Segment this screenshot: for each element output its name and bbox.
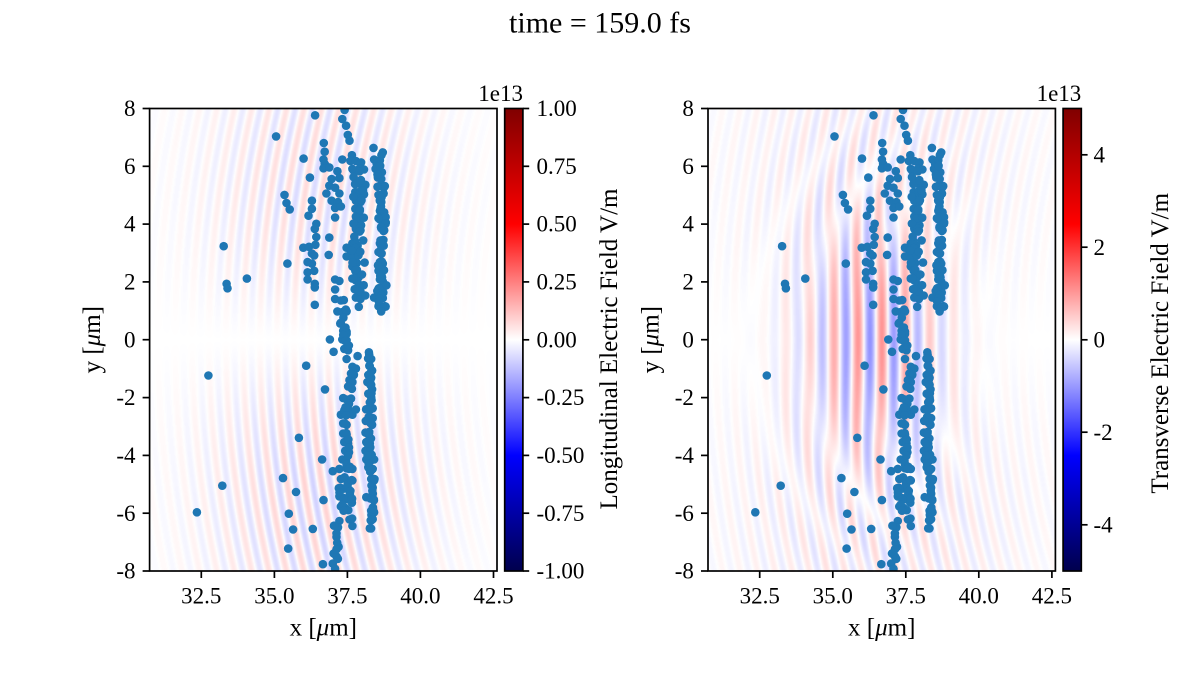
svg-text:0.00: 0.00 — [537, 327, 577, 352]
svg-text:-4: -4 — [1094, 512, 1114, 537]
svg-text:1e13: 1e13 — [1037, 81, 1082, 106]
svg-text:x [μm]: x [μm] — [290, 614, 357, 641]
svg-text:4: 4 — [682, 212, 694, 237]
svg-text:0: 0 — [682, 327, 694, 352]
svg-text:Transverse Electric Field V/m: Transverse Electric Field V/m — [1147, 192, 1174, 493]
svg-text:-0.25: -0.25 — [537, 385, 585, 410]
svg-text:6: 6 — [124, 154, 136, 179]
svg-text:0.25: 0.25 — [537, 270, 577, 295]
svg-text:2: 2 — [682, 270, 694, 295]
svg-text:42.5: 42.5 — [473, 583, 513, 608]
svg-text:-1.00: -1.00 — [537, 559, 585, 584]
svg-text:-2: -2 — [1094, 420, 1113, 445]
svg-text:-8: -8 — [675, 559, 694, 584]
svg-text:-4: -4 — [116, 443, 136, 468]
svg-text:-6: -6 — [675, 501, 694, 526]
svg-text:32.5: 32.5 — [181, 583, 221, 608]
svg-text:-0.50: -0.50 — [537, 443, 585, 468]
svg-text:2: 2 — [1094, 235, 1106, 260]
svg-text:y [μm]: y [μm] — [637, 306, 664, 373]
svg-text:0: 0 — [1094, 327, 1106, 352]
svg-text:2: 2 — [124, 270, 136, 295]
svg-text:1.00: 1.00 — [537, 96, 577, 121]
svg-text:32.5: 32.5 — [740, 583, 780, 608]
svg-text:6: 6 — [682, 154, 694, 179]
svg-text:-0.75: -0.75 — [537, 501, 585, 526]
svg-text:-2: -2 — [675, 385, 694, 410]
svg-text:4: 4 — [124, 212, 136, 237]
svg-text:40.0: 40.0 — [400, 583, 440, 608]
svg-text:0.50: 0.50 — [537, 212, 577, 237]
svg-text:Longitudinal Electric Field V/: Longitudinal Electric Field V/m — [596, 188, 623, 510]
svg-text:37.5: 37.5 — [327, 583, 367, 608]
svg-text:0.75: 0.75 — [537, 154, 577, 179]
svg-text:-8: -8 — [116, 559, 135, 584]
svg-text:x [μm]: x [μm] — [848, 614, 915, 641]
svg-text:40.0: 40.0 — [959, 583, 999, 608]
svg-text:y [μm]: y [μm] — [79, 306, 106, 373]
svg-text:35.0: 35.0 — [254, 583, 294, 608]
svg-text:0: 0 — [124, 327, 136, 352]
svg-text:37.5: 37.5 — [886, 583, 926, 608]
svg-text:-2: -2 — [116, 385, 135, 410]
svg-text:42.5: 42.5 — [1032, 583, 1072, 608]
svg-text:8: 8 — [682, 96, 694, 121]
svg-text:1e13: 1e13 — [478, 81, 523, 106]
svg-text:8: 8 — [124, 96, 136, 121]
svg-text:time = 159.0 fs: time = 159.0 fs — [509, 7, 691, 40]
svg-text:35.0: 35.0 — [813, 583, 853, 608]
svg-text:-4: -4 — [675, 443, 695, 468]
svg-text:4: 4 — [1094, 142, 1106, 167]
svg-text:-6: -6 — [116, 501, 135, 526]
